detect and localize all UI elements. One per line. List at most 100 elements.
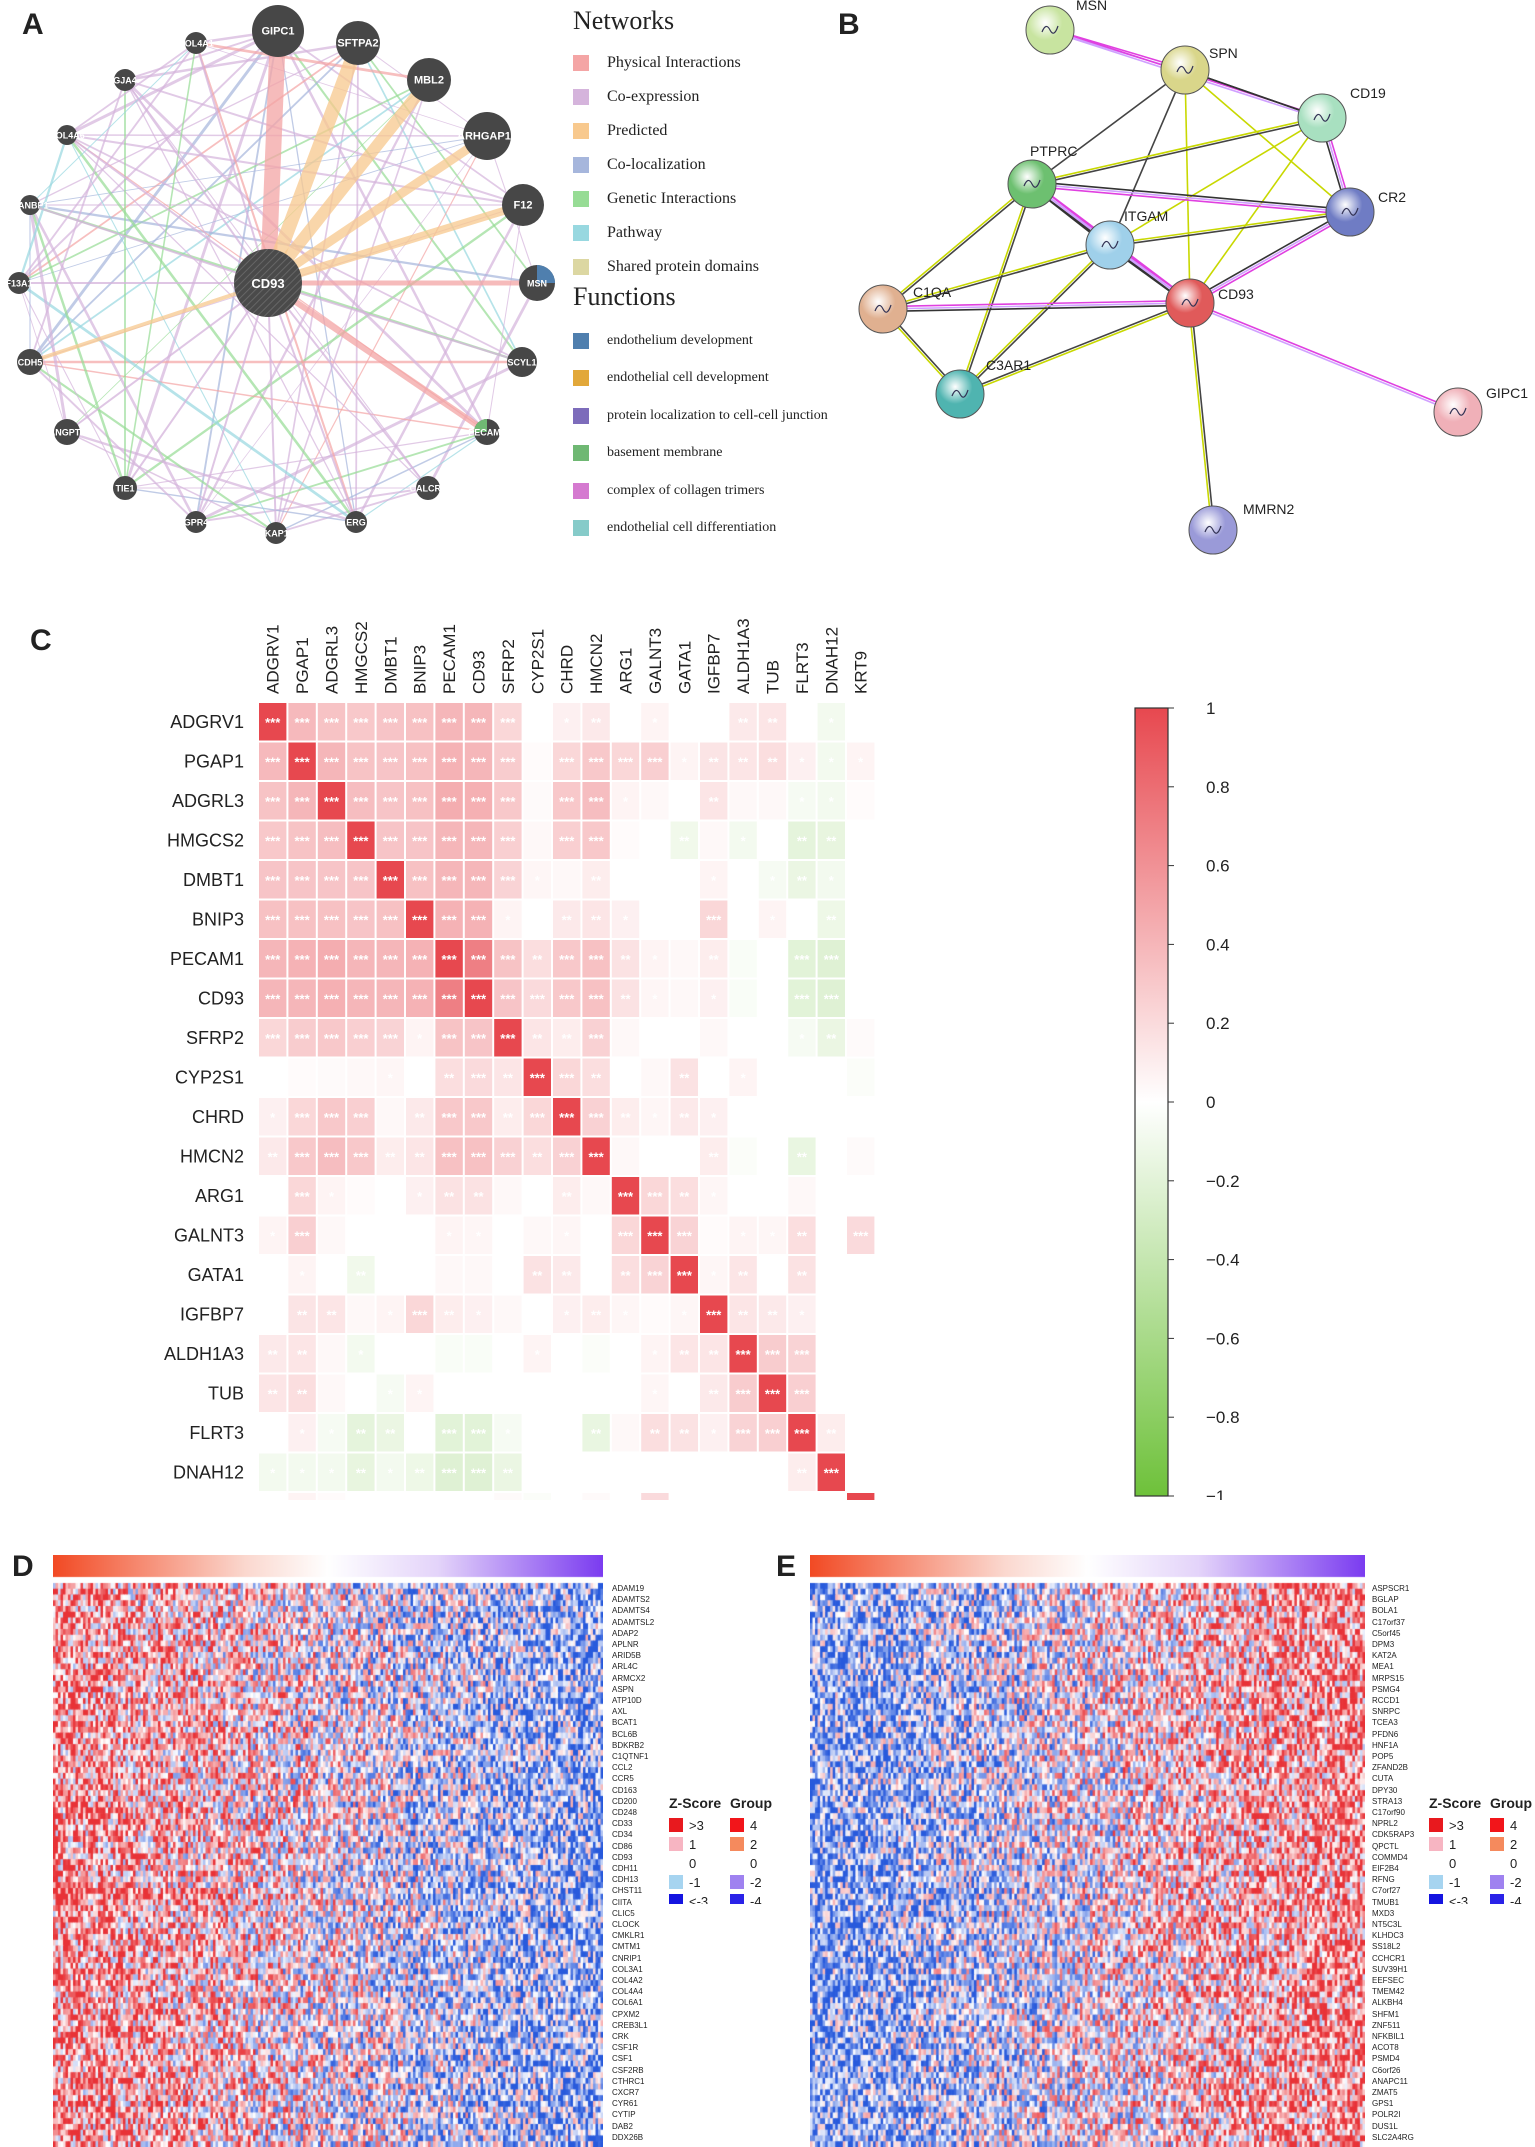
- significance-stars: ***: [295, 991, 311, 1006]
- colorbar-tick-label: −0.4: [1206, 1251, 1240, 1270]
- significance-stars: ***: [265, 952, 281, 967]
- heatmap-cell: [611, 940, 640, 978]
- heatmap-gene-label: ADAMTSL2: [612, 1617, 655, 1627]
- heatmap-cell: [670, 1098, 698, 1136]
- significance-stars: **: [797, 1268, 808, 1283]
- string-edge: [1109, 210, 1350, 245]
- heatmap-cell: [406, 1374, 434, 1412]
- heatmap-cell: [788, 1453, 816, 1491]
- gene-label: SCYL1: [507, 358, 536, 368]
- group-swatch: [730, 1875, 744, 1889]
- network-swatch: [573, 225, 589, 241]
- network-edge: [486, 204, 524, 433]
- heatmap-column-label: CD93: [470, 651, 489, 694]
- network-type-row: Genetic Interactions: [573, 182, 759, 216]
- significance-stars: ***: [412, 912, 428, 927]
- heatmap-gene-label: SNRPC: [1372, 1707, 1401, 1717]
- protein-structure-icon: [1041, 25, 1059, 34]
- significance-stars: ***: [471, 912, 487, 927]
- heatmap-cell: [523, 1295, 551, 1333]
- heatmap-cell: [641, 1256, 669, 1294]
- network-swatch: [573, 123, 589, 139]
- heatmap-gene-label: C5orf45: [1372, 1628, 1401, 1638]
- heatmap-gene-label: CCR5: [612, 1774, 634, 1784]
- network-edge: [18, 79, 430, 284]
- heatmap-gene-label: CD200: [612, 1796, 637, 1806]
- network-edge: [195, 487, 429, 523]
- function-swatch: [573, 332, 589, 349]
- heatmap-cell: [611, 821, 640, 859]
- heatmap-gene-label: SHFM1: [1372, 2009, 1400, 2019]
- heatmap-gene-label: CLIC5: [612, 1908, 635, 1918]
- significance-stars: ***: [353, 754, 369, 769]
- heatmap-gene-label: PFDN6: [1372, 1729, 1399, 1739]
- significance-stars: ***: [471, 833, 487, 848]
- heatmap-gene-label: CXCR7: [612, 2088, 640, 2097]
- significance-stars: ***: [442, 912, 458, 927]
- heatmap-cell: [376, 979, 404, 1017]
- significance-stars: ***: [324, 912, 340, 927]
- heatmap-cell: [582, 742, 610, 780]
- heatmap-gene-label: COL4A2: [612, 1976, 643, 1985]
- heatmap-column-label: HMGCS2: [352, 621, 371, 694]
- significance-stars: ***: [559, 991, 575, 1006]
- colorbar-tick-label: −0.6: [1206, 1329, 1240, 1348]
- protein-structure-icon: [1023, 179, 1041, 188]
- group-legend-label: -4: [750, 1894, 762, 1904]
- heatmap-cell: [259, 1256, 287, 1294]
- heatmap-row-label: GALNT3: [174, 1225, 244, 1245]
- function-swatch: [573, 445, 589, 462]
- significance-stars: *: [358, 1347, 364, 1362]
- heatmap-cell: [553, 1335, 581, 1373]
- heatmap-cell: [758, 1216, 787, 1254]
- significance-stars: ***: [353, 833, 369, 848]
- center-edge: [29, 204, 269, 284]
- significance-stars: *: [535, 873, 541, 888]
- heatmap-cell: [317, 1453, 346, 1491]
- significance-stars: **: [415, 1149, 426, 1164]
- heatmap-gene-label: APLNR: [612, 1640, 639, 1649]
- network-edge: [124, 30, 279, 81]
- significance-stars: **: [268, 1347, 279, 1362]
- heatmap-column-label: PGAP1: [293, 637, 312, 694]
- network-swatch: [573, 55, 589, 71]
- heatmap-cell: [670, 861, 698, 899]
- heatmap-cell: [494, 1256, 522, 1294]
- heatmap-gene-label: STRA13: [1372, 1796, 1403, 1806]
- network-edge: [18, 135, 488, 284]
- significance-stars: *: [829, 715, 835, 730]
- heatmap-cell: [406, 1098, 434, 1136]
- significance-stars: *: [300, 1268, 306, 1283]
- center-edge: [260, 30, 286, 284]
- heatmap-cell: [788, 979, 816, 1017]
- heatmap-cell: [317, 742, 346, 780]
- significance-stars: ***: [265, 715, 281, 730]
- heatmap-cell: [288, 1256, 316, 1294]
- heatmap-cell: [847, 861, 875, 899]
- significance-stars: ***: [442, 754, 458, 769]
- significance-stars: **: [709, 1386, 720, 1401]
- significance-stars: ***: [353, 873, 369, 888]
- significance-stars: *: [858, 754, 864, 769]
- heatmap-cell: [288, 1295, 316, 1333]
- group-legend-label: 4: [1510, 1818, 1517, 1833]
- heatmap-cell: [700, 1256, 728, 1294]
- significance-stars: ***: [412, 952, 428, 967]
- heatmap-cell: [758, 1019, 787, 1057]
- group-swatch: [1490, 1837, 1504, 1851]
- network-edge: [29, 361, 197, 523]
- network-edge: [124, 487, 357, 523]
- network-edge: [276, 30, 489, 433]
- network-type-row: Shared protein domains: [573, 250, 759, 284]
- significance-stars: ***: [324, 1031, 340, 1046]
- heatmap-cell: [553, 1098, 581, 1136]
- gene-label: ANGPT2: [49, 428, 86, 438]
- heatmap-cell: [347, 1414, 375, 1452]
- heatmap-cell: [317, 1414, 346, 1452]
- heatmap-cell: [582, 940, 610, 978]
- significance-stars: **: [415, 1110, 426, 1125]
- heatmap-cell: [641, 1098, 669, 1136]
- significance-stars: ***: [442, 1031, 458, 1046]
- significance-stars: ***: [324, 991, 340, 1006]
- heatmap-gene-label: AXL: [612, 1707, 628, 1717]
